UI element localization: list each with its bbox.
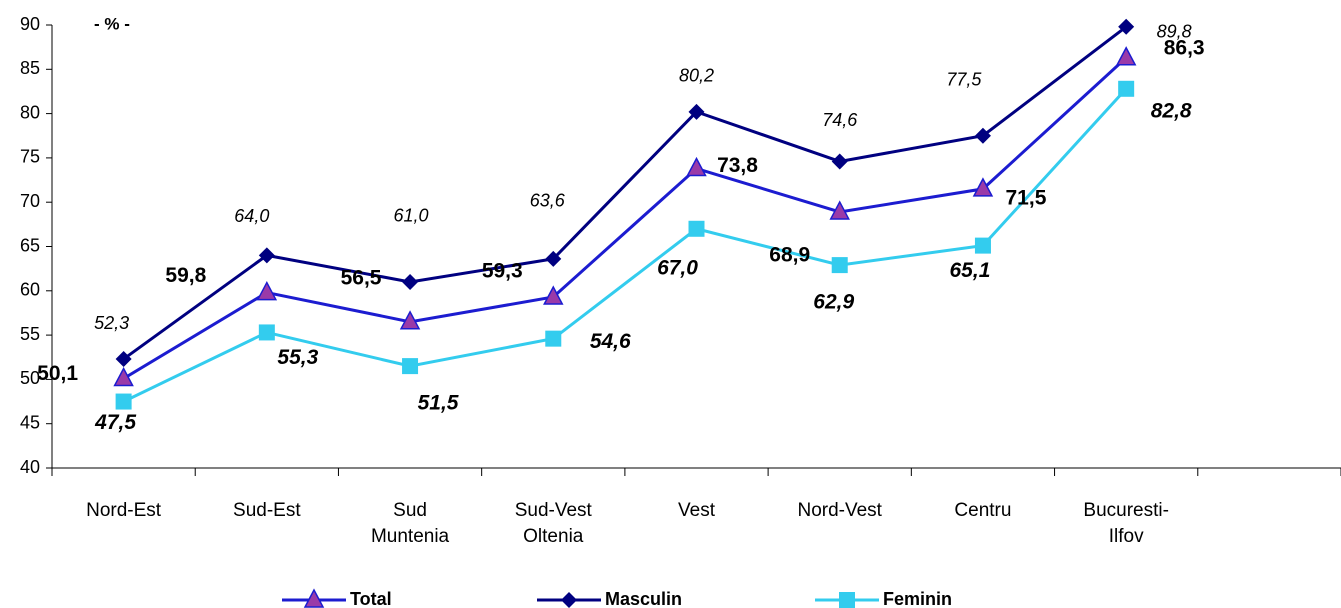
marker bbox=[974, 237, 991, 254]
y-tick-label: 40 bbox=[20, 457, 40, 477]
data-label: 51,5 bbox=[418, 392, 459, 415]
y-tick-label: 55 bbox=[20, 324, 40, 344]
y-tick-label: 75 bbox=[20, 147, 40, 167]
data-label: 50,1 bbox=[37, 362, 78, 385]
series-line bbox=[122, 56, 1128, 380]
data-label: 54,6 bbox=[590, 330, 631, 353]
data-label: 62,9 bbox=[813, 291, 854, 314]
y-tick-label: 80 bbox=[20, 102, 40, 122]
y-tick-label: 60 bbox=[20, 280, 40, 300]
marker bbox=[115, 351, 132, 368]
marker bbox=[831, 153, 848, 170]
marker bbox=[402, 358, 419, 375]
y-tick-label: 45 bbox=[20, 412, 40, 432]
series-line bbox=[122, 25, 1128, 361]
legend-label: Feminin bbox=[883, 589, 952, 608]
x-tick-label: Sud-Vest Oltenia bbox=[514, 500, 592, 547]
marker bbox=[258, 247, 275, 264]
data-label: 65,1 bbox=[950, 259, 991, 282]
marker bbox=[688, 220, 705, 237]
y-tick-label: 90 bbox=[20, 14, 40, 34]
data-label: 82,8 bbox=[1151, 99, 1192, 122]
data-label: 73,8 bbox=[717, 154, 758, 177]
marker bbox=[686, 156, 707, 177]
legend-label: Masculin bbox=[605, 589, 682, 608]
marker bbox=[1118, 18, 1135, 35]
x-tick-label: Nord-Vest bbox=[797, 500, 882, 521]
y-tick-label: 50 bbox=[20, 368, 40, 388]
data-label: 59,3 bbox=[482, 260, 523, 283]
data-label: 71,5 bbox=[1006, 186, 1047, 209]
marker bbox=[399, 310, 421, 330]
y-tick-label: 70 bbox=[20, 191, 40, 211]
y-tick-label: 65 bbox=[20, 235, 40, 255]
data-label: 47,5 bbox=[94, 411, 136, 434]
marker bbox=[256, 280, 278, 301]
legend-marker bbox=[303, 588, 325, 608]
marker bbox=[115, 393, 132, 410]
marker bbox=[972, 177, 994, 197]
legend-marker bbox=[561, 592, 577, 608]
marker bbox=[113, 366, 134, 387]
data-label: 52,3 bbox=[94, 313, 129, 333]
marker bbox=[974, 127, 991, 144]
data-label: 61,0 bbox=[394, 206, 429, 226]
data-label: 77,5 bbox=[946, 70, 982, 90]
unit-annotation: - % - bbox=[94, 14, 130, 33]
data-label: 64,0 bbox=[234, 206, 269, 226]
marker bbox=[545, 250, 562, 267]
marker bbox=[543, 285, 564, 305]
data-label: 86,3 bbox=[1164, 36, 1205, 59]
x-tick-label: Sud-Est bbox=[233, 500, 301, 521]
marker bbox=[831, 257, 848, 274]
legend-marker bbox=[839, 592, 855, 608]
data-label: 63,6 bbox=[530, 191, 566, 211]
data-label: 55,3 bbox=[277, 346, 318, 369]
marker bbox=[402, 273, 419, 290]
data-label: 68,9 bbox=[769, 243, 810, 266]
data-label: 59,8 bbox=[165, 264, 206, 287]
data-label: 67,0 bbox=[657, 256, 698, 279]
legend-label: Total bbox=[350, 589, 392, 608]
marker bbox=[1115, 46, 1137, 66]
data-label: 74,6 bbox=[822, 110, 858, 130]
marker bbox=[545, 330, 562, 347]
marker bbox=[829, 200, 850, 220]
data-label: 80,2 bbox=[679, 66, 714, 86]
series-line bbox=[122, 87, 1128, 403]
x-tick-label: Nord-Est bbox=[86, 500, 162, 521]
marker bbox=[1118, 80, 1135, 97]
data-label: 56,5 bbox=[341, 266, 382, 289]
x-tick-label: Centru bbox=[954, 500, 1012, 521]
x-tick-label: Sud Muntenia bbox=[370, 500, 450, 547]
y-tick-label: 85 bbox=[20, 58, 40, 78]
x-tick-label: Bucuresti-Ilfov bbox=[1083, 500, 1169, 547]
data-label: 89,8 bbox=[1157, 22, 1192, 42]
marker bbox=[258, 324, 275, 341]
x-tick-label: Vest bbox=[678, 500, 715, 521]
marker bbox=[688, 103, 705, 120]
